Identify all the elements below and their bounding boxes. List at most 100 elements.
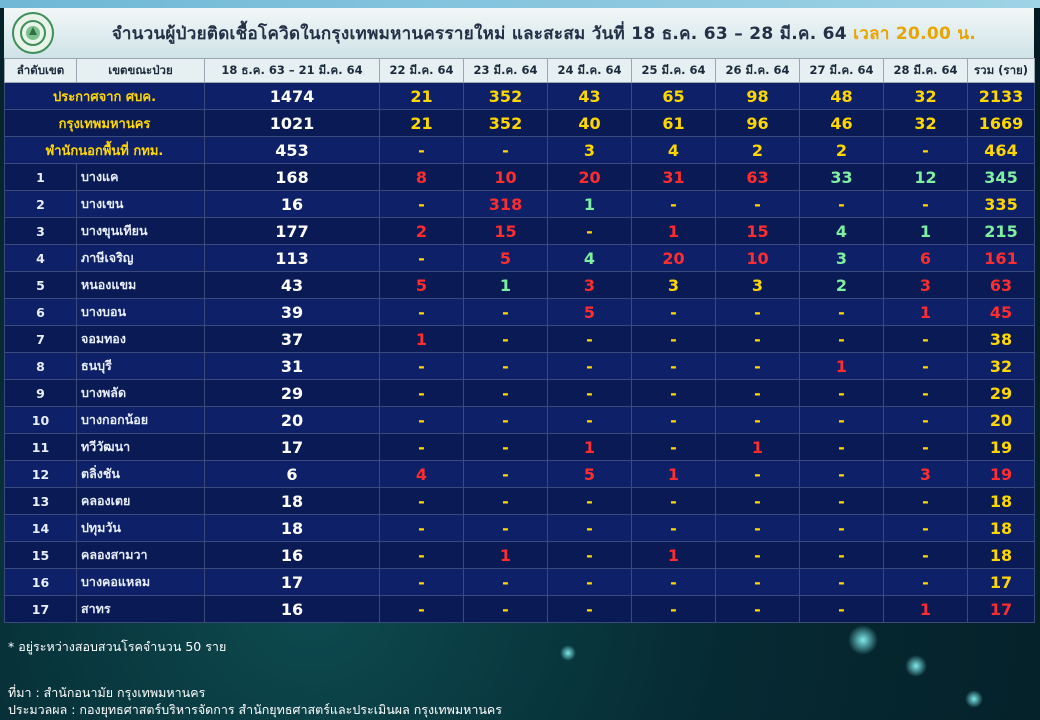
district-name: บางพลัด [76,379,205,407]
district-day-count: - [547,568,632,596]
district-day-count: - [883,325,968,353]
decorative-virus-glow [905,655,927,677]
district-name: บางเขน [76,190,205,218]
district-day-count: 31 [631,163,716,191]
district-rank: 14 [4,514,77,542]
district-day-count: - [715,325,800,353]
district-rank: 13 [4,487,77,515]
district-row: 9 บางพลัด 29- - - - - - -29 [4,379,1035,407]
district-day-count: - [547,541,632,569]
district-day-count: - [463,568,548,596]
district-day-count: - [715,352,800,380]
district-base-count: 43 [204,271,380,299]
district-day-count: 12 [883,163,968,191]
summary-cell: 464 [967,136,1035,164]
district-day-count: - [631,433,716,461]
district-day-count: 1 [547,433,632,461]
district-row: 5 หนองแขม 43 5 1 3 3 3 2 3 63 [4,271,1035,299]
district-day-count: - [379,433,464,461]
district-day-count: 3 [715,271,800,299]
district-day-count: - [883,190,968,218]
district-day-count: - [379,244,464,272]
district-base-count: 18 [204,514,380,542]
district-name: ตลิ่งชัน [76,460,205,488]
district-day-count: - [547,325,632,353]
district-rank: 12 [4,460,77,488]
district-day-count: - [631,379,716,407]
district-day-count: - [799,460,884,488]
district-row: 12 ตลิ่งชัน 6 4-5 1- -3 19 [4,460,1035,488]
column-header: 18 ธ.ค. 63 – 21 มี.ค. 64 [204,58,380,83]
summary-cell: 3 [547,136,632,164]
district-day-count: - [547,406,632,434]
column-header: เขตขณะป่วย [76,58,205,83]
bma-seal-logo-icon [12,12,54,54]
district-base-count: 37 [204,325,380,353]
district-total: 18 [967,514,1035,542]
column-header: รวม (ราย) [967,58,1035,83]
district-row: 6 บางบอน 39- -5- - -1 45 [4,298,1035,326]
district-day-count: 3 [631,271,716,299]
district-day-count: 15 [463,217,548,245]
district-row: 3 บางขุนเทียน 177 2 15-1 15 4 1 215 [4,217,1035,245]
summary-cell: 65 [631,82,716,110]
district-total: 18 [967,541,1035,569]
district-day-count: - [715,568,800,596]
district-day-count: - [883,568,968,596]
district-day-count: - [379,352,464,380]
district-day-count: - [799,541,884,569]
district-day-count: - [379,595,464,623]
district-rank: 9 [4,379,77,407]
district-day-count: - [715,406,800,434]
district-day-count: - [799,595,884,623]
district-day-count: 4 [799,217,884,245]
district-day-count: - [799,190,884,218]
district-row: 8 ธนบุรี 31- - - - -1-32 [4,352,1035,380]
district-day-count: 20 [631,244,716,272]
district-name: บางขุนเทียน [76,217,205,245]
district-row: 14 ปทุมวัน 18- - - - - - -18 [4,514,1035,542]
district-rank: 8 [4,352,77,380]
district-day-count: 1 [631,460,716,488]
district-day-count: - [547,487,632,515]
district-base-count: 17 [204,433,380,461]
district-day-count: - [631,514,716,542]
district-day-count: - [799,379,884,407]
district-base-count: 16 [204,190,380,218]
district-day-count: 2 [799,271,884,299]
district-day-count: - [547,217,632,245]
district-rank: 2 [4,190,77,218]
summary-row: พำนักนอกพื้นที่ กทม. 453- -3 4 2 2-464 [4,136,1035,164]
district-day-count: 1 [715,433,800,461]
district-day-count: - [715,379,800,407]
district-day-count: - [799,433,884,461]
district-name: คลองสามวา [76,541,205,569]
district-day-count: 1 [547,190,632,218]
district-day-count: - [463,514,548,542]
district-day-count: 1 [883,595,968,623]
district-day-count: - [547,514,632,542]
district-day-count: 1 [799,352,884,380]
district-day-count: - [631,568,716,596]
district-day-count: - [715,514,800,542]
district-day-count: - [883,541,968,569]
summary-cell: 453 [204,136,380,164]
investigation-note: * อยู่ระหว่างสอบสวนโรคจำนวน 50 ราย [8,639,227,654]
district-day-count: - [883,379,968,407]
district-base-count: 17 [204,568,380,596]
summary-cell: - [463,136,548,164]
district-day-count: - [799,406,884,434]
summary-cell: 352 [463,109,548,137]
district-day-count: 5 [379,271,464,299]
district-total: 345 [967,163,1035,191]
district-name: ปทุมวัน [76,514,205,542]
district-day-count: - [883,487,968,515]
district-name: จอมทอง [76,325,205,353]
district-day-count: - [463,325,548,353]
district-day-count: - [799,298,884,326]
summary-cell: 2 [715,136,800,164]
district-row: 17 สาทร 16- - - - - -1 17 [4,595,1035,623]
district-day-count: 5 [547,298,632,326]
summary-row: กรุงเทพมหานคร 1021 21 352 40 61 96 46 32 1669 [4,109,1035,137]
district-base-count: 39 [204,298,380,326]
